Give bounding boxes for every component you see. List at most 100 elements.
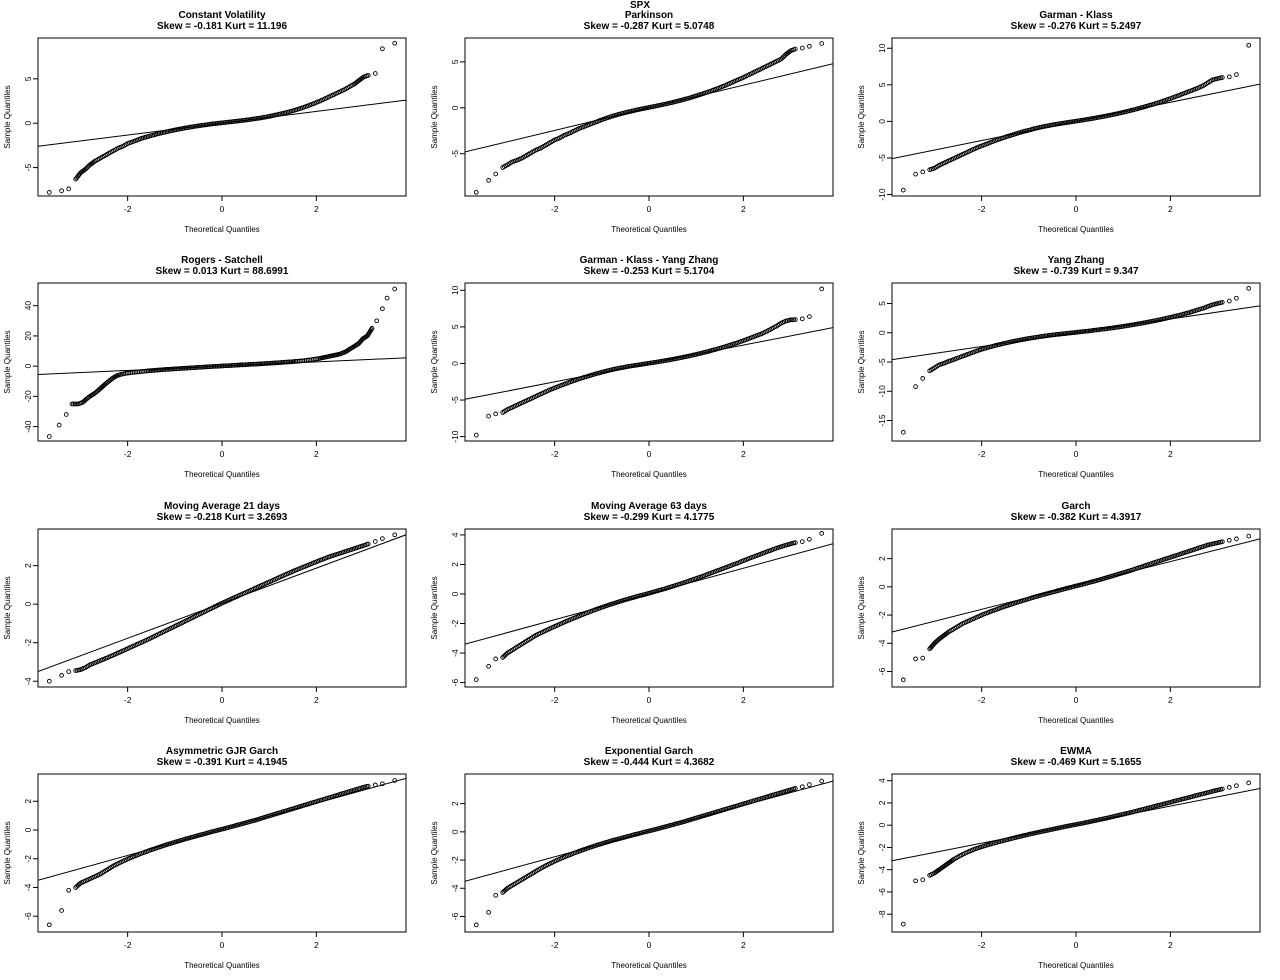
sample-point — [59, 908, 64, 913]
sample-point — [920, 655, 926, 661]
sample-point — [230, 363, 236, 368]
y-axis-label: Sample Quantiles — [3, 85, 12, 148]
sample-point — [252, 361, 258, 367]
x-tick-label: 0 — [1074, 695, 1079, 705]
x-axis-label: Theoretical Quantiles — [1038, 716, 1114, 725]
y-tick-label: 0 — [877, 119, 887, 124]
y-axis-label: Sample Quantiles — [430, 821, 439, 884]
y-axis-label: Sample Quantiles — [430, 85, 439, 148]
y-tick-label: -2 — [450, 619, 460, 627]
sample-point — [380, 46, 385, 52]
sample-point — [380, 536, 385, 541]
x-axis-label: Theoretical Quantiles — [184, 961, 260, 970]
chart-subtitle: Skew = -0.739 Kurt = 9.347 — [1013, 266, 1139, 277]
sample-point — [372, 71, 378, 76]
y-tick-label: 0 — [23, 121, 33, 126]
sample-point — [799, 784, 805, 790]
sample-point — [271, 360, 277, 366]
y-tick-label: -4 — [450, 649, 460, 657]
sample-point — [493, 411, 499, 417]
sample-point — [263, 361, 269, 366]
sample-point — [236, 362, 242, 368]
sample-point — [900, 921, 906, 927]
sample-point — [219, 363, 225, 369]
sample-point — [900, 187, 906, 193]
plot-frame — [891, 773, 1261, 933]
x-tick-label: 0 — [647, 449, 652, 459]
y-tick-label: 5 — [877, 82, 887, 87]
x-tick-label: 0 — [220, 204, 225, 214]
y-tick-label: -6 — [450, 679, 460, 687]
sample-point — [792, 786, 798, 791]
sample-point — [372, 539, 378, 544]
plot-area — [38, 532, 406, 684]
y-tick-label: 0 — [23, 364, 33, 369]
sample-point — [1065, 330, 1071, 336]
sample-point — [188, 365, 193, 371]
sample-point — [46, 190, 52, 195]
sample-point — [1083, 328, 1088, 334]
sample-point — [287, 359, 292, 365]
y-tick-label: 2 — [450, 801, 460, 806]
sample-point — [72, 401, 78, 407]
sample-point — [196, 365, 201, 370]
chart-title: Constant Volatility — [178, 10, 265, 21]
chart-subtitle: Skew = -0.444 Kurt = 4.3682 — [584, 757, 715, 768]
plot-frame — [464, 37, 834, 197]
sample-point — [241, 362, 247, 368]
chart-subtitle: Skew = -0.391 Kurt = 4.1945 — [157, 757, 288, 768]
sample-point — [156, 367, 162, 373]
y-tick-label: -2 — [877, 843, 887, 851]
sample-point — [501, 654, 507, 659]
sample-point — [486, 909, 491, 915]
sample-point — [260, 361, 266, 367]
sample-point — [222, 363, 228, 369]
plot-area — [465, 41, 833, 195]
y-tick-label: 0 — [877, 823, 887, 828]
sample-point — [380, 306, 385, 312]
y-tick-label: -5 — [877, 154, 887, 162]
sample-point — [913, 878, 918, 884]
x-tick-label: -2 — [978, 695, 986, 705]
chart-subtitle: Skew = -0.276 Kurt = 5.2497 — [1011, 21, 1142, 32]
sample-point — [232, 362, 237, 368]
y-tick-label: -15 — [877, 414, 887, 427]
sample-point — [314, 356, 320, 362]
y-tick-label: 0 — [450, 105, 460, 110]
sample-point — [493, 171, 499, 177]
sample-point — [392, 532, 398, 538]
sample-point — [249, 361, 255, 367]
sample-point — [819, 41, 825, 46]
y-axis-label: Sample Quantiles — [3, 821, 12, 884]
plot-area — [465, 778, 833, 928]
sample-point — [161, 367, 167, 372]
plot-frame — [37, 282, 407, 442]
sample-point — [240, 362, 245, 368]
x-tick-label: -2 — [978, 940, 986, 950]
sample-point — [247, 362, 253, 367]
sample-point — [207, 364, 212, 370]
plot-area — [38, 777, 406, 928]
y-tick-label: 10 — [877, 43, 887, 53]
sample-point — [274, 360, 280, 366]
x-axis-label: Theoretical Quantiles — [611, 470, 687, 479]
chart-subtitle: Skew = -0.469 Kurt = 5.1655 — [1011, 757, 1142, 768]
sample-point — [792, 46, 798, 52]
plot-area — [465, 531, 833, 682]
sample-point — [224, 363, 230, 369]
sample-point — [257, 361, 263, 367]
sample-point — [251, 361, 256, 367]
x-tick-label: 0 — [220, 449, 225, 459]
x-axis-label: Theoretical Quantiles — [1038, 961, 1114, 970]
sample-point — [185, 365, 190, 371]
sample-point — [232, 119, 237, 124]
sample-point — [1226, 785, 1232, 790]
x-tick-label: 2 — [1168, 940, 1173, 950]
sample-point — [59, 673, 64, 678]
